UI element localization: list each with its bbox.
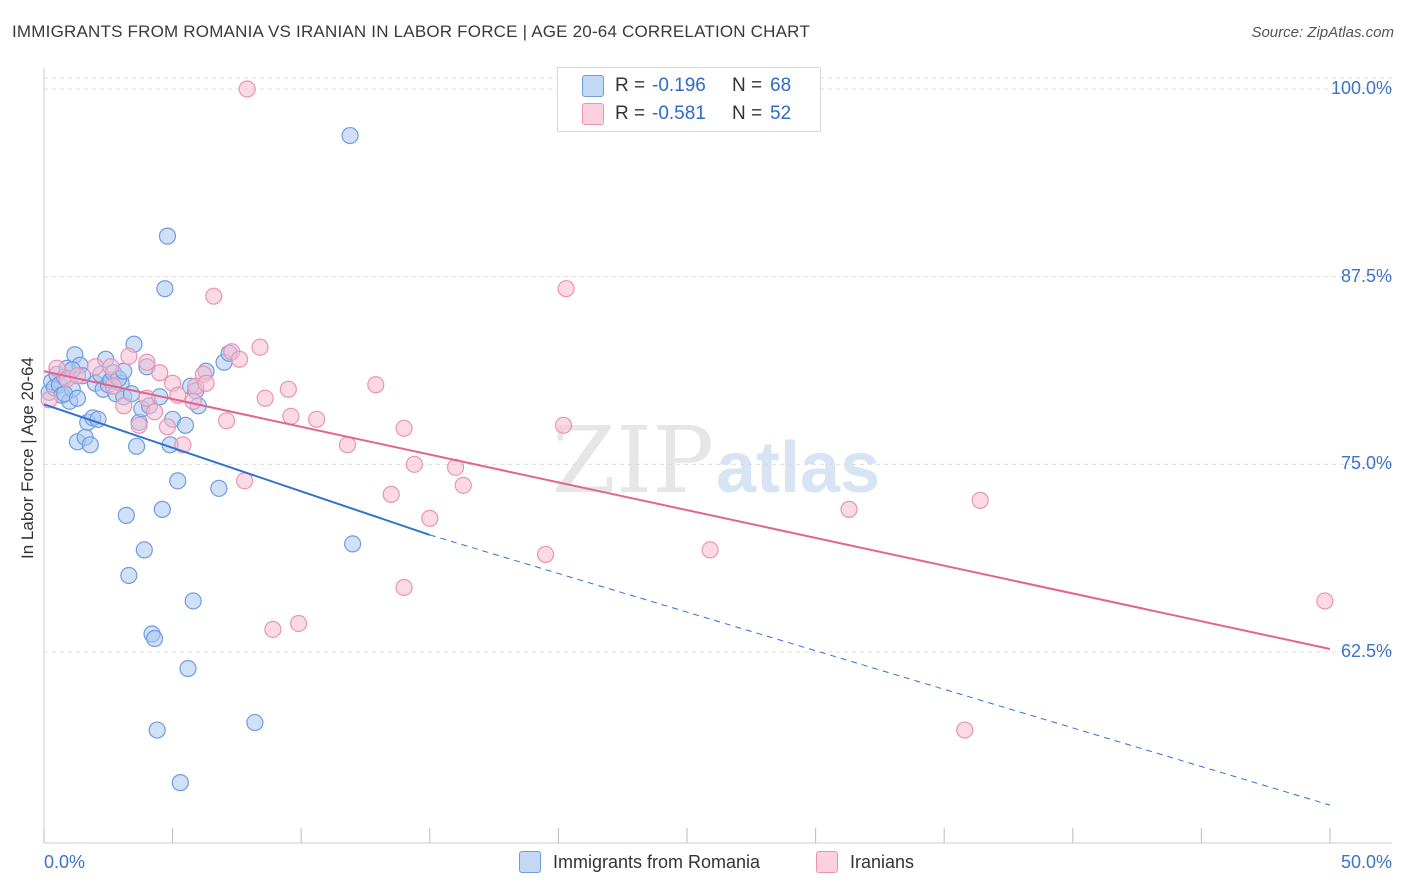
iranians-point-3 [68, 367, 87, 385]
iranians-point-43 [701, 541, 719, 559]
romania-point-51 [179, 659, 197, 678]
romania-point-43 [153, 500, 171, 518]
iranians-point-44 [840, 500, 858, 518]
iranians-point-23 [236, 472, 254, 490]
watermark-zip: ZIP [552, 407, 714, 514]
iranians-point-46 [956, 721, 974, 739]
y-tick-label-1: 87.5% [1340, 265, 1392, 286]
iranians-point-25 [256, 389, 274, 407]
iranians-point-19 [205, 287, 223, 305]
romania-point-48 [169, 472, 187, 490]
iranians-point-6 [115, 397, 133, 415]
iranians-point-36 [405, 455, 423, 473]
romania-point-40 [145, 629, 164, 648]
iranians-r-label: R = [615, 103, 646, 124]
iranians-point-42 [557, 280, 575, 298]
iranians-point-35 [395, 578, 413, 597]
romania-point-45 [158, 227, 177, 245]
iranians-point-37 [421, 509, 439, 527]
romania-point-44 [156, 280, 174, 298]
iranians-point-27 [279, 380, 297, 398]
romania-point-36 [135, 541, 153, 559]
legend-item-romania: Immigrants from Romania [519, 851, 760, 873]
iranians-point-4 [86, 358, 105, 376]
y-tick-label-2: 75.0% [1340, 453, 1392, 474]
iranians-point-28 [282, 407, 300, 425]
watermark-atlas: atlas [716, 428, 880, 508]
romania-point-30 [120, 566, 138, 585]
iranians-point-7 [120, 347, 138, 365]
romania-r-value: -0.196 [652, 75, 706, 96]
iranians-point-49 [138, 353, 156, 371]
romania-n-value: 68 [770, 75, 792, 96]
iranians-point-30 [308, 410, 326, 428]
legend-item-iranians: Iranians [816, 851, 914, 873]
iranians-point-10 [145, 403, 164, 421]
romania-point-29 [117, 506, 135, 524]
legend-iranians-swatch [816, 851, 838, 873]
iranians-point-48 [238, 80, 256, 98]
iranians-point-11 [151, 364, 169, 382]
iranians-point-24 [251, 338, 269, 356]
romania-n-label: N = [732, 75, 763, 96]
romania-r-label: R = [615, 75, 646, 96]
iranians-point-22 [230, 350, 249, 368]
iranians-point-8 [130, 416, 148, 434]
iranians-point-31 [338, 436, 357, 454]
iranians-point-33 [382, 485, 400, 503]
legend-romania-label: Immigrants from Romania [553, 851, 761, 872]
source-label: Source: ZipAtlas.com [1251, 24, 1394, 41]
x-tick-label-max: 50.0% [1340, 852, 1392, 872]
iranians-point-15 [174, 436, 192, 454]
y-tick-label-0: 100.0% [1330, 78, 1392, 98]
iranians-point-39 [454, 476, 472, 494]
iranians-point-32 [367, 376, 385, 394]
iranians-point-26 [264, 620, 282, 639]
iranians-point-50 [197, 374, 215, 392]
romania-point-33 [127, 437, 146, 455]
iranians-swatch [582, 103, 604, 125]
iranians-point-47 [1316, 592, 1334, 610]
romania-point-49 [171, 774, 189, 792]
legend-iranians-label: Iranians [850, 851, 915, 872]
romania-point-57 [210, 479, 228, 497]
iranians-n-label: N = [732, 103, 763, 124]
y-tick-label-3: 62.5% [1340, 641, 1392, 661]
iranians-trend-line [43, 370, 1331, 650]
romania-trend-line [43, 403, 431, 536]
chart-title: IMMIGRANTS FROM ROMANIA VS IRANIAN IN LA… [12, 22, 810, 41]
x-tick-label-min: 0.0% [44, 852, 86, 872]
romania-point-41 [148, 721, 166, 739]
romania-point-61 [344, 535, 362, 553]
iranians-point-12 [158, 418, 177, 436]
romania-point-53 [184, 592, 202, 610]
romania-point-16 [81, 436, 99, 454]
romania-point-67 [68, 389, 87, 407]
legend-romania-swatch [519, 851, 541, 873]
iranians-point-34 [395, 419, 413, 437]
iranians-n-value: 52 [770, 103, 792, 124]
romania-swatch [582, 75, 604, 97]
iranians-point-29 [290, 614, 308, 633]
iranians-point-5 [102, 358, 120, 376]
romania-point-50 [176, 416, 195, 434]
romania-point-60 [341, 126, 359, 145]
romania-trend-extension [429, 534, 1331, 806]
iranians-point-40 [536, 545, 555, 564]
iranians-point-41 [554, 416, 573, 434]
iranians-r-value: -0.581 [652, 103, 706, 124]
romania-point-59 [246, 713, 264, 732]
iranians-point-45 [971, 491, 989, 509]
iranians-point-20 [218, 412, 236, 430]
stats-legend: R = -0.196 N = 68 R = -0.581 N = 52 [557, 67, 821, 132]
